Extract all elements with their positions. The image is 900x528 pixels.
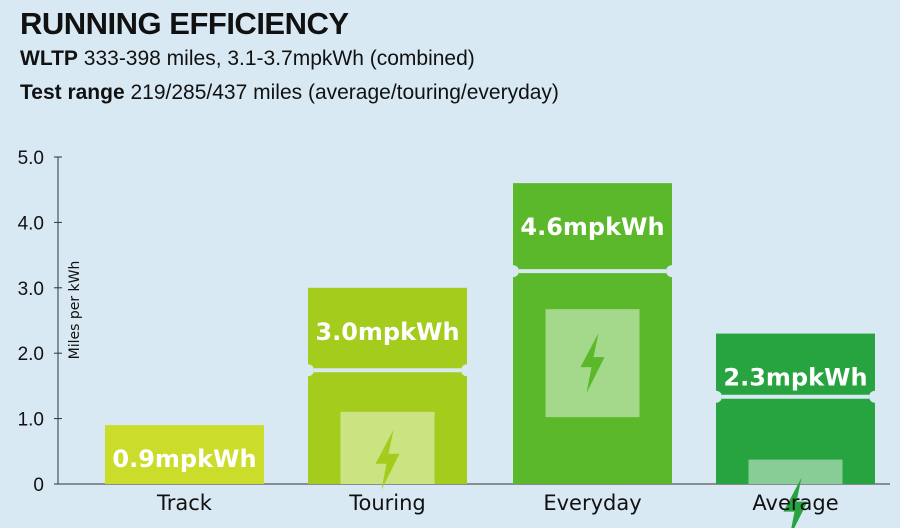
data-label: 2.3mpkWh — [723, 364, 867, 392]
bar-notch — [710, 390, 722, 403]
wltp-label: WLTP — [20, 47, 78, 70]
category-label: Touring — [348, 491, 426, 515]
y-axis-title: Miles per kWh — [67, 261, 83, 360]
chart-title: RUNNING EFFICIENCY — [20, 6, 349, 41]
bar-notch — [869, 390, 881, 403]
y-tick-label: 3.0 — [18, 279, 44, 300]
category-label: Average — [752, 491, 838, 515]
data-label: 4.6mpkWh — [520, 213, 664, 241]
bar — [716, 333, 875, 484]
category-label: Everyday — [543, 491, 641, 515]
data-label: 3.0mpkWh — [315, 318, 459, 346]
lightning-bolt-icon — [580, 333, 605, 394]
y-tick-label: 5.0 — [18, 148, 44, 169]
category-label: Track — [156, 491, 213, 515]
data-label: 0.9mpkWh — [112, 445, 256, 473]
lightning-bolt-icon — [783, 477, 808, 528]
bar-notch — [507, 265, 519, 278]
bar-notch — [461, 364, 473, 377]
bar-notch — [302, 364, 314, 377]
y-tick-label: 0 — [33, 475, 44, 496]
y-tick-label: 4.0 — [18, 213, 44, 234]
wltp-line: WLTP 333-398 miles, 3.1-3.7mpkWh (combin… — [20, 47, 475, 71]
lightning-bolt-icon — [375, 429, 400, 490]
bar-notch — [666, 265, 678, 278]
test-range-label: Test range — [20, 81, 125, 104]
y-tick-label: 1.0 — [18, 410, 44, 431]
bar — [105, 425, 264, 484]
test-range-line: Test range 219/285/437 miles (average/to… — [20, 81, 559, 105]
test-range-text: 219/285/437 miles (average/touring/every… — [130, 81, 559, 104]
y-tick-label: 2.0 — [18, 344, 44, 365]
bar — [513, 183, 672, 484]
wltp-text: 333-398 miles, 3.1-3.7mpkWh (combined) — [83, 47, 475, 70]
lightning-panel — [748, 459, 843, 484]
